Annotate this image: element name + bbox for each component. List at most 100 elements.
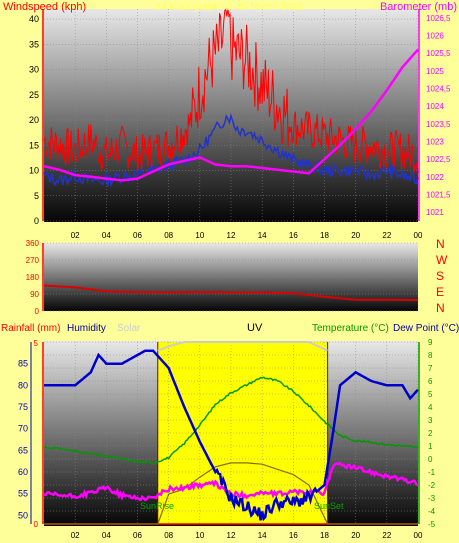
time-tick-label: 20 xyxy=(351,531,360,540)
wind-tick-label: 25 xyxy=(29,90,39,100)
barometer-tick-label: 1024,5 xyxy=(426,85,451,94)
legend-solar: Solar xyxy=(117,323,141,334)
wind-tick-label: 35 xyxy=(29,39,39,49)
temp-tick-label: 4 xyxy=(428,403,433,412)
wind-series xyxy=(43,7,419,188)
time-tick-label: 02 xyxy=(71,531,80,540)
compass-label: N xyxy=(436,301,445,315)
time-tick-label: 06 xyxy=(133,531,142,540)
temp-tick-label: -3 xyxy=(428,494,436,503)
chart-title: 24 Hour graph for 25 March 2022 xyxy=(155,2,303,13)
time-tick-label: 14 xyxy=(258,231,267,240)
temp-tick-label: 8 xyxy=(428,351,433,360)
barometer-tick-label: 1025,5 xyxy=(426,49,451,58)
temp-tick-label: 1 xyxy=(428,442,433,451)
barometer-tick-label: 1022 xyxy=(426,173,444,182)
barometer-tick-label: 1026,5 xyxy=(426,14,451,23)
sunrise-label: SunRise xyxy=(140,501,174,511)
barometer-tick-label: 1021 xyxy=(426,208,444,217)
humidity-line xyxy=(44,349,419,522)
direction-tick-label: 90 xyxy=(30,290,39,299)
direction-series xyxy=(43,284,419,301)
humidity-tick-label: 60 xyxy=(18,467,28,477)
humidity-tick-label: 50 xyxy=(18,510,28,520)
humidity-tick-label: 70 xyxy=(18,424,28,434)
time-tick-label: 14 xyxy=(258,531,267,540)
time-tick-label: 16 xyxy=(289,531,298,540)
compass-label: S xyxy=(436,269,444,283)
barometer-axis-title: Barometer (mb) xyxy=(380,1,457,13)
sunset-label: SunSet xyxy=(314,501,344,511)
humidity-tick-label: 75 xyxy=(18,402,28,412)
wind-tick-label: 40 xyxy=(29,14,39,24)
time-tick-label: 12 xyxy=(227,531,236,540)
wind-barometer-chart: 0 5 10 15 20 25 30 35 40 02 04 06 08 10 12 14 16 18 20 22 00… xyxy=(3,1,457,240)
time-tick-label: 18 xyxy=(320,231,329,240)
time-tick-label: 04 xyxy=(102,231,111,240)
barometer-tick-label: 1026 xyxy=(426,32,444,41)
humidity-tick-label: 80 xyxy=(18,380,28,390)
time-tick-label: 02 xyxy=(71,231,80,240)
barometer-tick-label: 1024 xyxy=(426,102,444,111)
time-tick-label: 18 xyxy=(320,531,329,540)
barometer-tick-label: 1023,5 xyxy=(426,120,451,129)
temp-tick-label: 9 xyxy=(428,338,433,347)
temp-tick-label: 0 xyxy=(428,455,433,464)
wind-axis-title: Windspeed (kph) xyxy=(3,1,86,13)
temp-tick-label: 6 xyxy=(428,377,433,386)
wind-tick-label: 15 xyxy=(29,140,39,150)
compass-label: N xyxy=(436,237,445,251)
legend-rainfall: Rainfall (mm) xyxy=(1,323,60,334)
temp-tick-label: 3 xyxy=(428,416,433,425)
temperature-line xyxy=(43,376,419,465)
humidity-tick-label: 65 xyxy=(18,445,28,455)
time-tick-label: 12 xyxy=(227,231,236,240)
uv-line xyxy=(44,462,418,525)
legend-humidity: Humidity xyxy=(67,323,106,334)
temp-tick-label: 7 xyxy=(428,364,433,373)
compass-label: W xyxy=(436,253,448,267)
wind-tick-label: 10 xyxy=(29,166,39,176)
time-tick-label: 16 xyxy=(289,231,298,240)
temp-tick-label: 5 xyxy=(428,390,433,399)
wind-tick-label: 5 xyxy=(34,191,39,201)
temp-tick-label: -1 xyxy=(428,468,436,477)
legend-temperature: Temperature (°C) xyxy=(312,323,389,334)
time-tick-label: 22 xyxy=(382,231,391,240)
barometer-tick-label: 1023 xyxy=(426,138,444,147)
legend-dewpoint: Dew Point (°C) xyxy=(393,323,459,334)
time-tick-label: 06 xyxy=(133,231,142,240)
rain-tick-label: 5 xyxy=(34,339,39,348)
legend-uv: UV xyxy=(247,322,263,334)
direction-tick-label: 360 xyxy=(26,239,40,248)
time-tick-label: 08 xyxy=(164,231,173,240)
direction-tick-label: 180 xyxy=(26,273,40,282)
wind-tick-label: 0 xyxy=(34,216,39,226)
rain-tick-label: 0 xyxy=(34,520,39,529)
temp-tick-label: -5 xyxy=(428,520,436,529)
wind-tick-label: 30 xyxy=(29,65,39,75)
direction-tick-label: 0 xyxy=(35,307,40,316)
wind-direction-line xyxy=(43,284,419,301)
compass-label: E xyxy=(436,285,444,299)
wind-axes: 0 5 10 15 20 25 30 35 40 02 04 06 08 10 12 14 16 18 20 22 00… xyxy=(29,9,451,240)
direction-grid xyxy=(44,242,418,312)
temp-tick-label: -2 xyxy=(428,481,436,490)
time-tick-label: 04 xyxy=(102,531,111,540)
wind-tick-label: 20 xyxy=(29,115,39,125)
barometer-line xyxy=(43,48,419,182)
humidity-tick-label: 55 xyxy=(18,489,28,499)
solar-line xyxy=(157,341,329,352)
time-tick-label: 20 xyxy=(351,231,360,240)
barometer-tick-label: 1022,5 xyxy=(426,155,451,164)
temp-tick-label: -4 xyxy=(428,507,436,516)
time-tick-label: 08 xyxy=(164,531,173,540)
time-tick-label: 00 xyxy=(414,231,423,240)
average-wind-line xyxy=(43,113,419,188)
temp-tick-label: 2 xyxy=(428,429,433,438)
